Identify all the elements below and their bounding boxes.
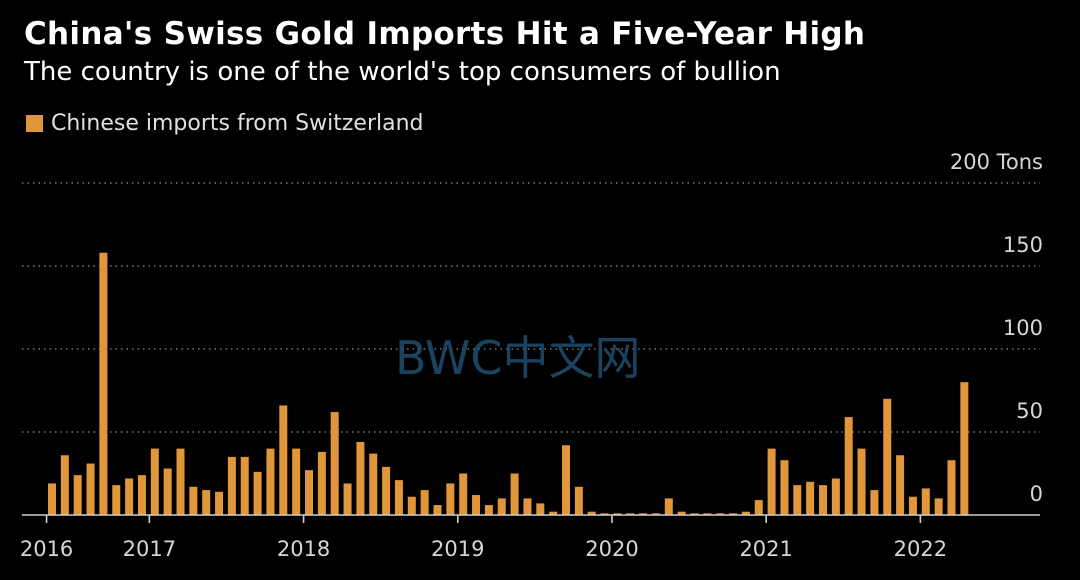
bar <box>99 252 108 515</box>
bar <box>780 460 789 515</box>
bar <box>407 496 416 515</box>
x-tick-label-2022: 2022 <box>894 537 947 561</box>
bar <box>420 490 429 515</box>
bar <box>317 451 326 515</box>
legend-swatch <box>26 115 43 132</box>
chart-title: China's Swiss Gold Imports Hit a Five-Ye… <box>24 16 866 52</box>
bar <box>472 495 481 515</box>
bar <box>960 382 969 515</box>
bar <box>908 496 917 515</box>
bar <box>484 505 493 515</box>
bar <box>844 417 853 515</box>
bar <box>305 470 313 515</box>
y-tick-label-50: 50 <box>1016 399 1043 423</box>
bar <box>163 468 172 515</box>
bar <box>741 511 750 515</box>
bar <box>587 511 596 515</box>
bar <box>240 456 249 515</box>
x-tick-label-2021: 2021 <box>739 537 792 561</box>
bar <box>227 456 236 515</box>
bar <box>574 486 583 515</box>
bar <box>600 513 609 515</box>
bar <box>639 513 648 515</box>
bar <box>137 475 146 515</box>
x-tick-label-2016: 2016 <box>20 537 73 561</box>
bar <box>125 478 134 515</box>
bar <box>394 480 403 515</box>
bar <box>60 455 69 515</box>
bar <box>690 513 699 515</box>
x-tick-label-2019: 2019 <box>431 537 484 561</box>
bar <box>883 398 892 515</box>
bar <box>806 481 815 515</box>
y-tick-label-150: 150 <box>1003 233 1043 257</box>
y-tick-label-100: 100 <box>1003 316 1043 340</box>
bar <box>857 448 866 515</box>
bar <box>459 473 468 515</box>
bar <box>266 448 275 515</box>
bar <box>433 505 442 515</box>
bar <box>831 478 840 515</box>
bar <box>189 486 198 515</box>
bar <box>934 498 943 515</box>
bar <box>343 483 352 515</box>
bar <box>819 485 827 515</box>
bar <box>729 513 738 515</box>
bar <box>48 483 56 515</box>
bar <box>664 498 673 515</box>
bar <box>754 500 763 515</box>
bar <box>870 490 879 515</box>
x-tick-label-2020: 2020 <box>585 537 638 561</box>
bar <box>896 455 905 515</box>
bar <box>947 460 956 515</box>
y-tick-label-0: 0 <box>1030 482 1043 506</box>
bar <box>921 488 930 515</box>
bar <box>651 513 660 515</box>
bar <box>202 490 211 515</box>
bar <box>446 483 455 515</box>
bar <box>626 513 635 515</box>
bar <box>613 513 622 515</box>
bar <box>356 441 365 515</box>
bar <box>549 511 558 515</box>
bar <box>497 498 506 515</box>
bar <box>86 463 95 515</box>
bar <box>767 448 776 515</box>
bar <box>73 475 82 515</box>
bar <box>176 448 185 515</box>
bar <box>716 513 725 515</box>
bar <box>330 412 339 515</box>
legend-label: Chinese imports from Switzerland <box>51 111 424 136</box>
bar <box>523 498 532 515</box>
bar <box>279 405 288 515</box>
bar <box>677 511 686 515</box>
bar <box>562 445 570 515</box>
watermark: BWC中文网 <box>395 331 641 385</box>
bar <box>382 466 391 515</box>
bar <box>215 491 224 515</box>
bar <box>536 503 545 515</box>
bar <box>369 453 378 515</box>
legend: Chinese imports from Switzerland <box>26 111 424 136</box>
bar <box>510 473 519 515</box>
x-tick-label-2018: 2018 <box>277 537 330 561</box>
bar <box>292 448 301 515</box>
x-tick-label-2017: 2017 <box>123 537 176 561</box>
bar <box>253 471 262 515</box>
bar <box>703 513 712 515</box>
chart-subtitle: The country is one of the world's top co… <box>24 57 781 87</box>
bar <box>112 485 121 515</box>
bar <box>793 485 802 515</box>
bar <box>150 448 159 515</box>
y-tick-label-200: 200 Tons <box>950 150 1043 174</box>
